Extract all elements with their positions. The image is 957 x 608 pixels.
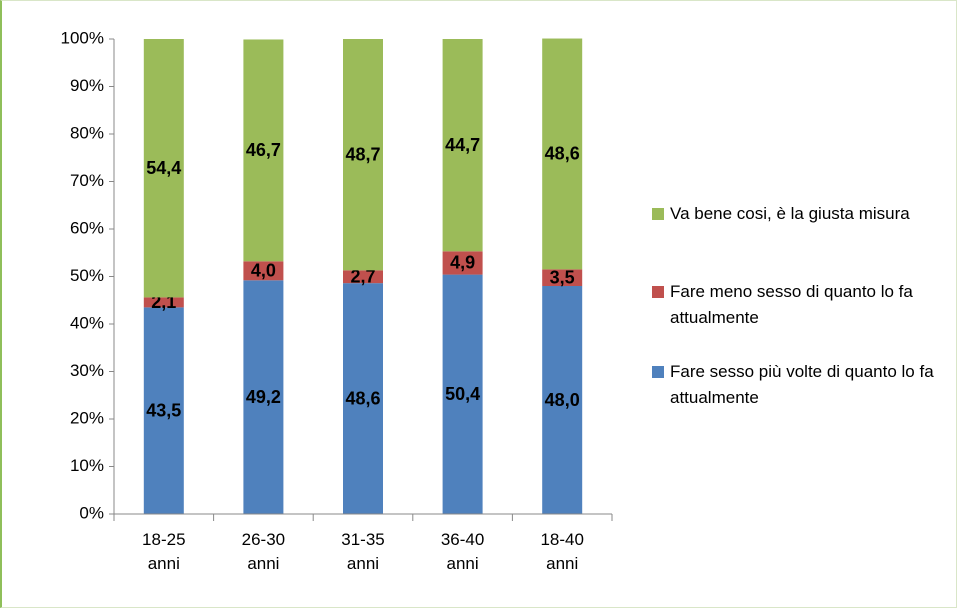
x-tick-label: 31-35 anni [341, 530, 385, 573]
y-tick-label: 90% [70, 76, 104, 95]
y-tick-label: 100% [61, 28, 104, 47]
y-tick-label: 60% [70, 218, 104, 237]
y-tick-label: 10% [70, 456, 104, 475]
x-tick-label: 26-30 anni [241, 530, 286, 573]
value-label: 48,6 [345, 388, 380, 408]
bar-segment [343, 270, 383, 284]
value-label: 3,5 [550, 267, 575, 287]
value-label: 4,0 [251, 261, 276, 281]
bar-segment [243, 261, 284, 281]
value-label: 46,7 [246, 140, 281, 160]
value-label: 54,4 [146, 158, 181, 178]
value-label: 50,4 [445, 384, 480, 404]
value-label: 48,7 [345, 144, 380, 164]
x-tick-label: 36-40 anni [440, 530, 485, 573]
bar-segment [542, 38, 583, 270]
bar-segment [243, 280, 284, 514]
y-tick-label: 0% [79, 503, 104, 522]
value-label: 4,9 [450, 253, 475, 273]
y-tick-label: 70% [70, 171, 104, 190]
legend-swatch [652, 366, 664, 378]
y-tick-label: 20% [70, 408, 104, 427]
bar-segment [442, 39, 483, 252]
legend-item: Fare sesso più volte di quanto lo fa att… [652, 359, 942, 411]
y-tick-label: 80% [70, 123, 104, 142]
legend-swatch [652, 208, 664, 220]
bar-segment [143, 307, 184, 514]
x-tick-label: 18-25 anni [142, 530, 186, 573]
bar-segment [442, 251, 483, 275]
bar-segment [442, 274, 483, 514]
y-tick-label: 50% [70, 266, 104, 285]
bar-segment [143, 39, 184, 298]
value-label: 48,6 [545, 144, 580, 164]
value-label: 48,0 [545, 390, 580, 410]
legend-item: Fare meno sesso di quanto lo fa attualme… [652, 279, 942, 331]
value-label: 49,2 [246, 387, 281, 407]
legend-swatch [652, 286, 664, 298]
bar-segment [143, 297, 184, 308]
value-label: 44,7 [445, 135, 480, 155]
bar-segment [343, 283, 383, 514]
y-tick-label: 30% [70, 361, 104, 380]
bar-segment [542, 269, 583, 286]
bar-segment [243, 39, 284, 262]
bar-segment [542, 286, 583, 514]
value-label: 2,7 [350, 266, 375, 286]
x-tick-label: 18-40 anni [540, 530, 584, 573]
value-label: 43,5 [146, 400, 181, 420]
legend-item: Va bene cosi, è la giusta misura [652, 201, 942, 227]
bar-segment [343, 39, 383, 271]
y-tick-label: 40% [70, 313, 104, 332]
